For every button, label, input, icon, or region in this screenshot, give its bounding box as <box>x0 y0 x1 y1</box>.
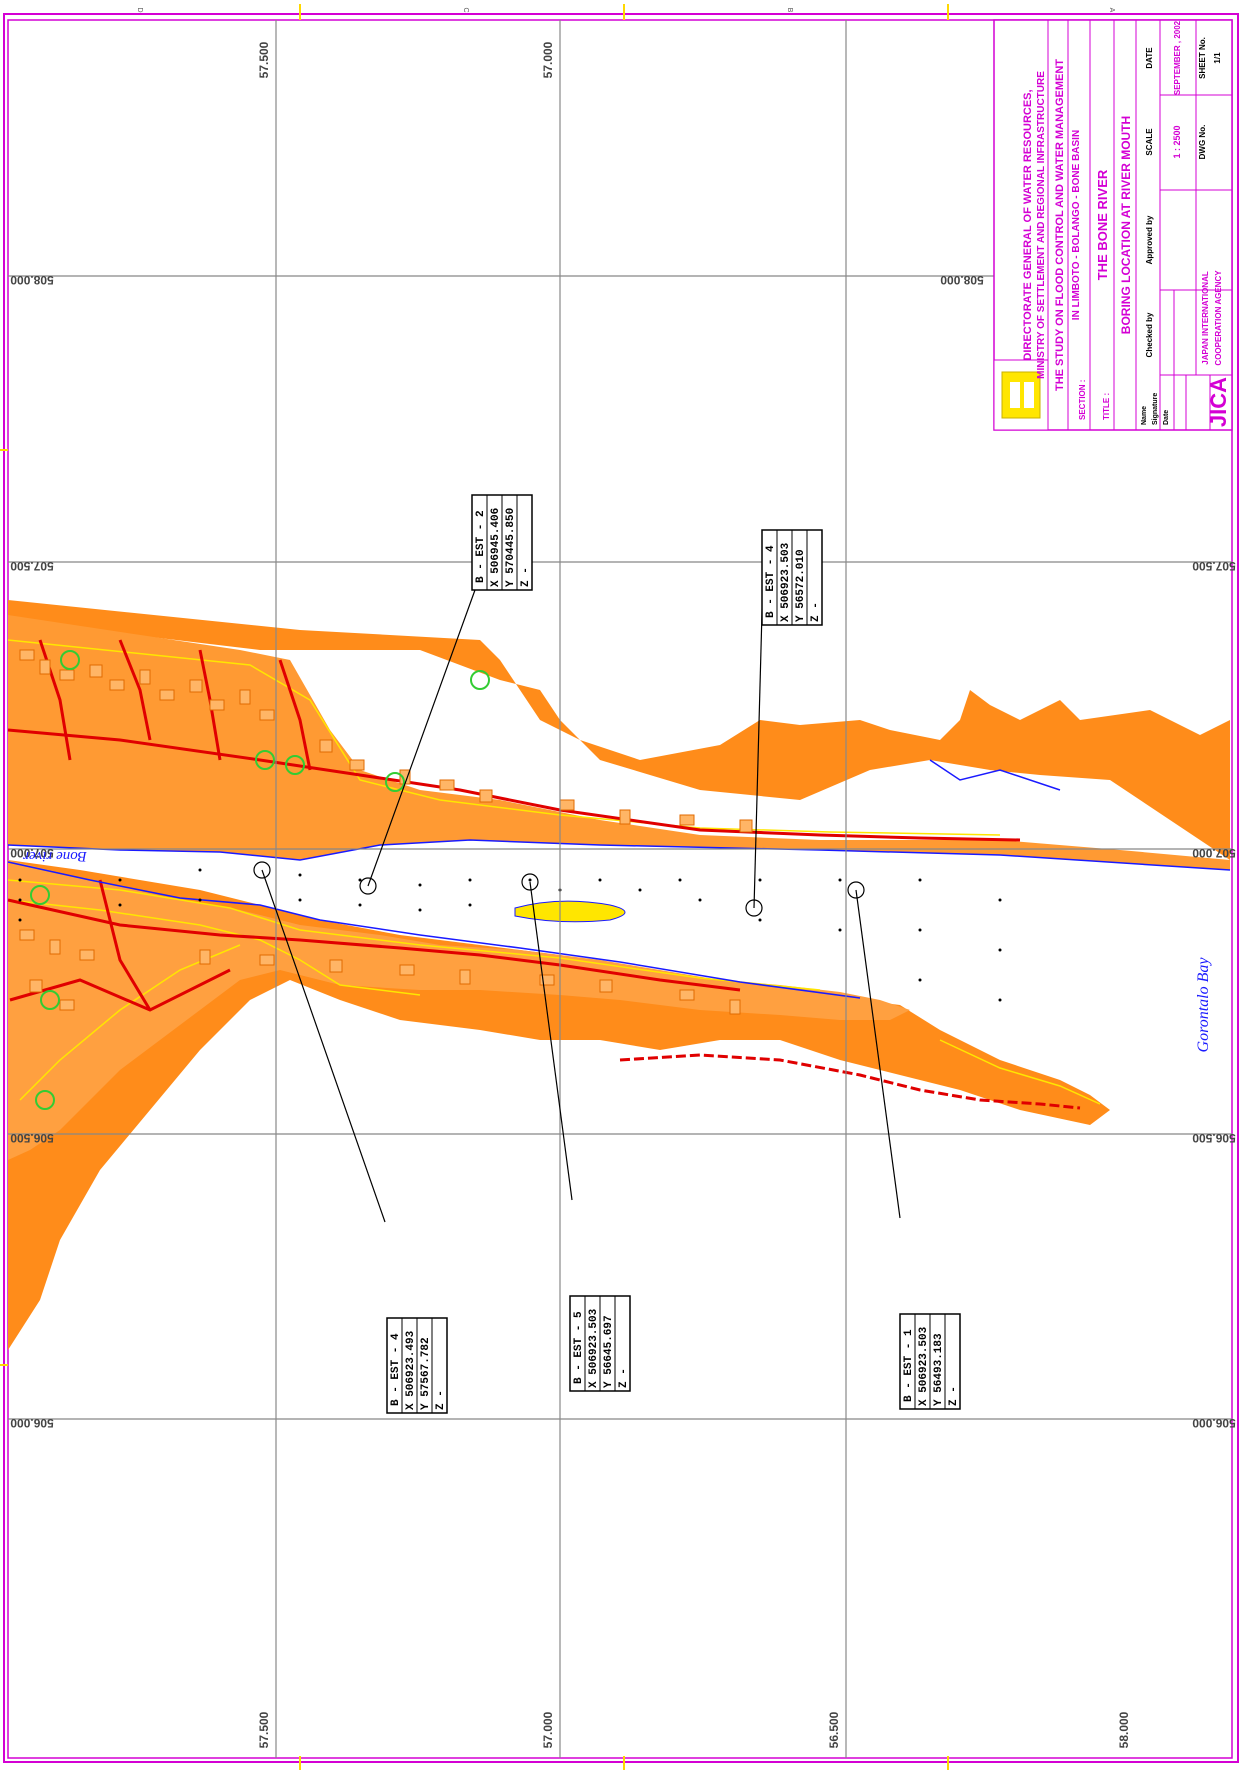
northing-label-507500-left: 507.500 <box>10 559 54 573</box>
northing-label-507000-right: 507.000 <box>1192 846 1236 860</box>
row-label-date: Date <box>1163 410 1170 425</box>
sheet-letter-a: A <box>1108 8 1115 13</box>
coastal-road <box>619 1053 1081 1110</box>
borehole-est-4-east-y: Y 56572.010 <box>795 549 807 622</box>
borehole-callout-est-2: B - EST - 2 X 506945.406 Y 570445.850 Z … <box>471 494 533 591</box>
sheet-no-label: SHEET No. <box>1198 37 1207 79</box>
grid-labels: 508.000 507.500 507.000 506.500 506.000 … <box>10 41 1236 1748</box>
borehole-est-1-id: B - EST - 1 <box>903 1329 915 1402</box>
north-bank-land <box>8 600 1230 860</box>
row-label-signature: Signature <box>1152 393 1159 425</box>
sheet-letter-c: C <box>462 7 469 12</box>
borehole-est-2-y: Y 570445.850 <box>505 508 517 587</box>
borehole-marker-est-5 <box>521 873 539 891</box>
borehole-est-1-z: Z - <box>948 1386 960 1406</box>
title-value: BORING LOCATION AT RIVER MOUTH <box>1119 116 1133 334</box>
easting-label-57000-bottom: 57.000 <box>541 1711 555 1748</box>
easting-label-57500-bottom: 57.500 <box>257 1711 271 1748</box>
borehole-est-5-id: B - EST - 5 <box>573 1311 585 1384</box>
borehole-est-2-z: Z - <box>520 567 532 587</box>
borehole-est-1-x: X 506923.503 <box>918 1326 930 1406</box>
borehole-est-5-x: X 506923.503 <box>588 1308 600 1388</box>
northing-label-507000-left: 507.000 <box>10 846 54 860</box>
borehole-est-4-west-z: Z - <box>435 1390 447 1410</box>
coordinate-grid <box>8 20 1232 1758</box>
buildings <box>19 649 753 1015</box>
borehole-leaders <box>253 537 901 1223</box>
northing-label-506500-left: 506.500 <box>10 1131 54 1145</box>
north-town-land <box>8 615 1230 870</box>
south-bank-land <box>8 860 1110 1350</box>
vegetation <box>30 650 490 1110</box>
agency-line-1: DIRECTORATE GENERAL OF WATER RESOURCES, <box>1022 89 1034 360</box>
section-value: THE BONE RIVER <box>1095 169 1110 280</box>
borehole-est-1-y: Y 56493.183 <box>933 1333 945 1406</box>
borehole-marker-est-1 <box>847 881 865 899</box>
date-value: SEPTEMBER , 2002 <box>1173 20 1182 95</box>
bone-river-label: Bone river <box>23 848 87 864</box>
study-line-2: IN LIMBOTO - BOLANGO - BONE BASIN <box>1071 130 1082 320</box>
scale-label: SCALE <box>1145 128 1154 156</box>
title-label: TITLE : <box>1102 393 1111 420</box>
borehole-marker-est-2 <box>359 877 377 895</box>
easting-label-58000-bottom: 58.000 <box>1117 1711 1131 1748</box>
row-label-name: Name <box>1141 406 1148 425</box>
sheet-border <box>3 13 1239 1763</box>
section-line <box>18 868 1002 1002</box>
sheet-letter-b: B <box>786 8 793 13</box>
approved-by-label: Approved by <box>1145 215 1154 264</box>
borehole-callout-est-5: B - EST - 5 X 506923.503 Y 56645.697 Z - <box>569 1295 631 1392</box>
south-shore-road <box>7 898 741 992</box>
borehole-est-5-z: Z - <box>618 1368 630 1388</box>
scale-value: 1 : 2500 <box>1172 125 1182 158</box>
borehole-callout-est-4-west: B - EST - 4 X 506923.493 Y 57567.782 Z - <box>386 1317 448 1414</box>
borehole-est-4-west-x: X 506923.493 <box>405 1330 417 1410</box>
study-line-1: THE STUDY ON FLOOD CONTROL AND WATER MAN… <box>1054 59 1066 391</box>
borehole-est-4-east-x: X 506923.503 <box>780 542 792 622</box>
easting-label-57500-top: 57.500 <box>257 41 271 78</box>
agency-line-2: MINISTRY OF SETTLEMENT AND REGIONAL INFR… <box>1036 71 1047 379</box>
northing-label-507500-right: 507.500 <box>1192 559 1236 573</box>
borehole-marker-est-4-west <box>253 861 271 879</box>
date-label: DATE <box>1145 47 1154 69</box>
title-block: DIRECTORATE GENERAL OF WATER RESOURCES, … <box>993 19 1233 431</box>
northing-label-508000-right: 508.000 <box>940 273 984 287</box>
borehole-callout-est-4-east: B - EST - 4 X 506923.503 Y 56572.010 Z - <box>761 529 823 626</box>
borehole-est-4-east-z: Z - <box>810 602 822 622</box>
gorontalo-bay-label: Gorontalo Bay <box>1195 957 1212 1053</box>
jica-line-1: JAPAN INTERNATIONAL <box>1201 271 1210 365</box>
sheet-letter-d: D <box>136 7 143 12</box>
checked-by-label: Checked by <box>1145 312 1154 357</box>
borehole-est-5-y: Y 56645.697 <box>603 1315 615 1388</box>
shorelines <box>7 759 1231 999</box>
pu-logo <box>993 359 1049 431</box>
borehole-est-4-west-id: B - EST - 4 <box>390 1333 402 1406</box>
dwg-no-label: DWG No. <box>1198 125 1207 160</box>
sounding-points <box>18 868 1002 1002</box>
borehole-est-2-x: X 506945.406 <box>490 508 502 587</box>
easting-label-56500-bottom: 56.500 <box>827 1711 841 1748</box>
easting-label-57000-top: 57.000 <box>541 41 555 78</box>
jica-line-2: COOPERATION AGENCY <box>1214 270 1223 366</box>
border-ticks <box>0 4 949 1770</box>
sand-bar <box>514 900 626 923</box>
borehole-est-2-id: B - EST - 2 <box>475 510 487 583</box>
section-label: SECTION : <box>1078 380 1087 420</box>
northing-label-506000-right: 506.000 <box>1192 1416 1236 1430</box>
northing-label-506500-right: 506.500 <box>1192 1131 1236 1145</box>
borehole-callout-est-1: B - EST - 1 X 506923.503 Y 56493.183 Z - <box>899 1313 961 1410</box>
borehole-est-4-west-y: Y 57567.782 <box>420 1337 432 1410</box>
northing-label-508000-left: 508.000 <box>10 273 54 287</box>
borehole-est-4-east-id: B - EST - 4 <box>765 545 777 618</box>
north-shore-road <box>7 728 1021 842</box>
jica-logo-text: JICA <box>1206 377 1231 427</box>
sheet-no-value: 1/1 <box>1213 52 1222 64</box>
northing-label-506000-left: 506.000 <box>10 1416 54 1430</box>
